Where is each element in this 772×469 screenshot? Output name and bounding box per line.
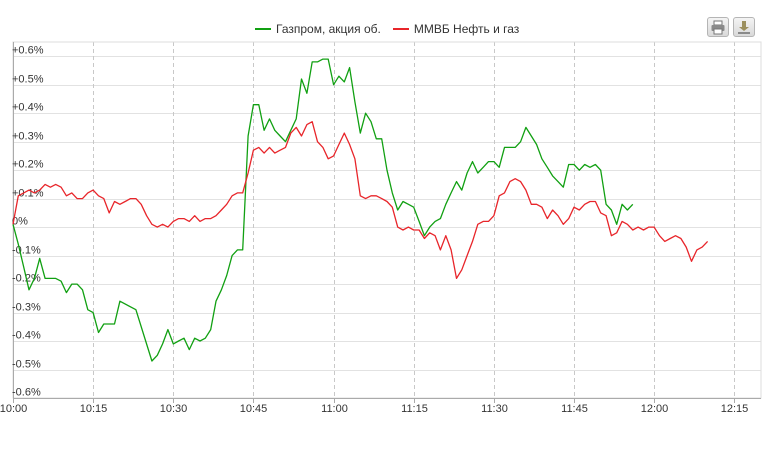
printer-icon bbox=[711, 20, 725, 35]
y-tick-label-2: -0.4% bbox=[12, 330, 41, 342]
legend-label-series-1: Газпром, акция об. bbox=[276, 22, 381, 36]
y-tick-label-1: -0.5% bbox=[12, 359, 41, 371]
y-tick-label-12: +0.6% bbox=[12, 45, 44, 57]
y-tick-label-8: +0.2% bbox=[12, 159, 44, 171]
legend-item-series-2[interactable]: ММВБ Нефть и газ bbox=[392, 22, 520, 36]
chart-grid bbox=[13, 42, 761, 399]
x-tick-label-3: 10:45 bbox=[240, 403, 268, 415]
x-tick-label-8: 12:00 bbox=[641, 403, 669, 415]
x-tick-label-2: 10:30 bbox=[160, 403, 188, 415]
y-tick-label-6: 0% bbox=[12, 216, 28, 228]
legend-swatch-series-1 bbox=[255, 28, 271, 30]
series-line-1[interactable] bbox=[12, 58, 634, 362]
x-axis-labels: 10:00 10:15 10:30 10:45 11:00 11:15 11:30 11:45… bbox=[0, 403, 748, 415]
y-tick-label-10: +0.4% bbox=[12, 102, 44, 114]
chart-axes bbox=[12, 41, 762, 403]
x-tick-label-5: 11:15 bbox=[401, 403, 428, 415]
x-tick-label-9: 12:15 bbox=[721, 403, 749, 415]
series-line-2[interactable] bbox=[12, 121, 709, 280]
download-icon bbox=[738, 21, 750, 34]
export-button[interactable] bbox=[733, 17, 755, 37]
y-axis-labels: -0.6%-0.5%-0.4%-0.3%-0.2%-0.1%0%+0.1%+0.… bbox=[12, 45, 44, 399]
series-lines bbox=[12, 58, 709, 362]
legend-item-series-1[interactable]: Газпром, акция об. bbox=[255, 22, 381, 36]
x-tick-label-7: 11:45 bbox=[561, 403, 588, 415]
print-button[interactable] bbox=[707, 17, 729, 37]
x-tick-label-1: 10:15 bbox=[80, 403, 108, 415]
legend-swatch-series-2 bbox=[392, 28, 409, 30]
y-tick-label-5: -0.1% bbox=[12, 245, 41, 257]
y-tick-label-7: +0.1% bbox=[12, 188, 44, 200]
chart-legend: Газпром, акция об. ММВБ Нефть и газ bbox=[255, 20, 531, 38]
legend-label-series-2: ММВБ Нефть и газ bbox=[413, 22, 520, 36]
y-tick-label-0: -0.6% bbox=[12, 387, 41, 399]
y-tick-label-3: -0.3% bbox=[12, 302, 41, 314]
x-tick-label-4: 11:00 bbox=[321, 403, 348, 415]
plot-frame bbox=[12, 41, 762, 399]
y-tick-label-9: +0.3% bbox=[12, 131, 44, 143]
x-tick-label-6: 11:30 bbox=[481, 403, 508, 415]
x-tick-label-0: 10:00 bbox=[0, 403, 27, 415]
y-tick-label-11: +0.5% bbox=[12, 74, 44, 86]
